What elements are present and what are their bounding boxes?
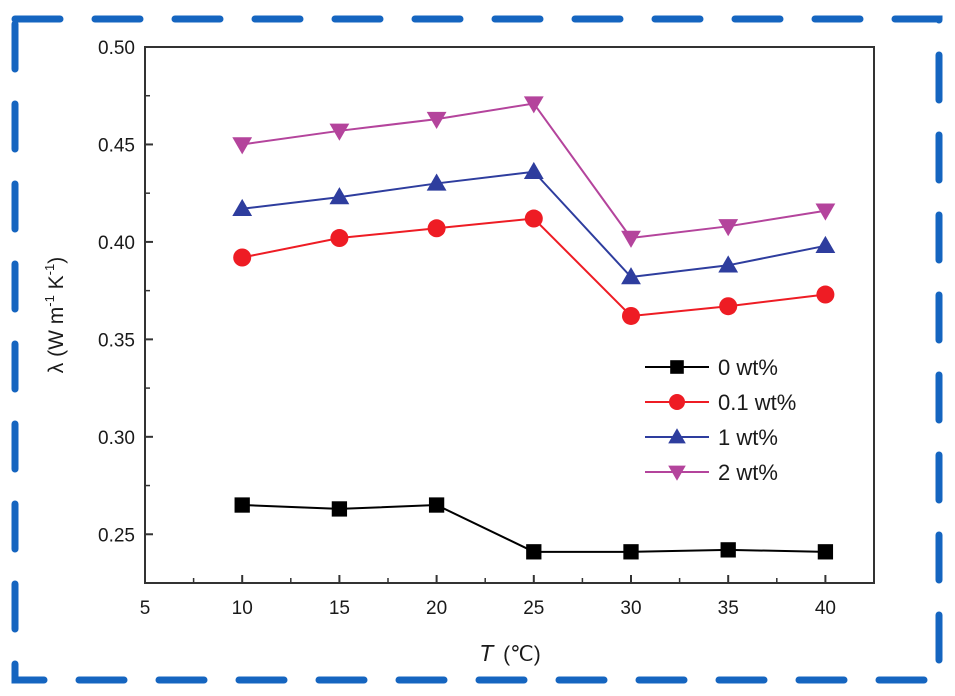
x-tick-label: 5 xyxy=(140,598,151,619)
marker-triangle-up xyxy=(621,267,641,285)
series-line xyxy=(242,217,826,318)
marker-triangle-down xyxy=(621,230,641,248)
marker-square xyxy=(234,497,250,513)
series-1-wt- xyxy=(232,161,836,285)
marker-circle xyxy=(719,297,738,316)
x-tick-label: 35 xyxy=(718,598,739,619)
legend-item: 1 wt% xyxy=(645,425,778,450)
marker-triangle-down xyxy=(718,219,739,237)
marker-square xyxy=(817,544,834,560)
marker-circle xyxy=(233,248,252,267)
marker-square xyxy=(720,542,736,558)
marker-square xyxy=(670,360,684,374)
marker-triangle-up xyxy=(426,173,447,191)
series-layer xyxy=(232,96,836,560)
marker-triangle-down xyxy=(329,123,350,141)
x-axis-label-var: T xyxy=(479,640,495,666)
marker-square xyxy=(428,497,445,513)
marker-triangle-down xyxy=(523,96,544,114)
y-tick-label: 0.30 xyxy=(98,428,135,449)
x-tick-label: 40 xyxy=(815,598,836,619)
x-tick-label: 30 xyxy=(620,598,641,619)
series-0-1-wt- xyxy=(233,209,835,325)
x-tick-label: 10 xyxy=(232,598,253,619)
marker-triangle-up xyxy=(718,255,739,273)
y-tick-label: 0.35 xyxy=(98,330,135,351)
dashed-border xyxy=(11,15,943,684)
marker-triangle-up xyxy=(232,198,253,216)
y-axis-label-sup2: -1 xyxy=(42,264,57,276)
series-0-wt- xyxy=(234,497,834,560)
x-axis-label-unit: (℃) xyxy=(503,643,541,666)
x-tick-label: 15 xyxy=(329,598,350,619)
y-tick-label: 0.40 xyxy=(98,233,135,254)
y-tick-label: 0.25 xyxy=(98,525,135,546)
marker-triangle-down xyxy=(668,465,686,481)
legend-item: 0 wt% xyxy=(645,355,778,380)
y-axis-label-main: λ (W m xyxy=(45,307,68,373)
y-tick-label: 0.45 xyxy=(98,135,135,156)
x-tick-label: 25 xyxy=(523,598,544,619)
marker-triangle-up xyxy=(815,235,836,254)
y-axis-label-mid: K xyxy=(45,275,68,295)
y-axis-label-end: ) xyxy=(45,257,68,264)
plot-frame xyxy=(144,46,875,584)
marker-triangle-down xyxy=(815,203,836,221)
marker-square xyxy=(623,544,639,560)
axes: 5 10 15 20 25 30 35 40 0.25 0.30 0.35 0.40 0.45 0.50 xyxy=(98,38,875,619)
y-axis-label-sup1: -1 xyxy=(42,295,57,307)
marker-square xyxy=(526,544,542,560)
marker-circle xyxy=(669,394,685,410)
legend-label: 2 wt% xyxy=(718,460,778,485)
marker-circle xyxy=(816,285,835,304)
series-2-wt- xyxy=(232,96,836,248)
marker-square xyxy=(331,501,348,517)
y-tick-label: 0.50 xyxy=(98,38,135,59)
marker-circle xyxy=(330,229,349,248)
marker-triangle-down xyxy=(232,137,253,155)
y-axis-label: λ (W m-1 K-1) xyxy=(42,257,68,373)
legend-item: 0.1 wt% xyxy=(645,390,796,415)
marker-triangle-down xyxy=(426,111,447,130)
legend-item: 2 wt% xyxy=(645,460,778,485)
marker-circle xyxy=(524,209,543,228)
marker-triangle-up xyxy=(668,428,686,444)
marker-triangle-up xyxy=(329,187,350,205)
legend: 0 wt% 0.1 wt% 1 wt% 2 wt% xyxy=(645,355,796,485)
legend-label: 0.1 wt% xyxy=(718,390,796,415)
marker-triangle-up xyxy=(523,161,544,179)
legend-label: 1 wt% xyxy=(718,425,778,450)
marker-circle xyxy=(622,306,640,325)
legend-label: 0 wt% xyxy=(718,355,778,380)
x-tick-label: 20 xyxy=(426,598,447,619)
x-axis-label: T (℃) xyxy=(479,640,540,666)
marker-circle xyxy=(427,219,446,238)
